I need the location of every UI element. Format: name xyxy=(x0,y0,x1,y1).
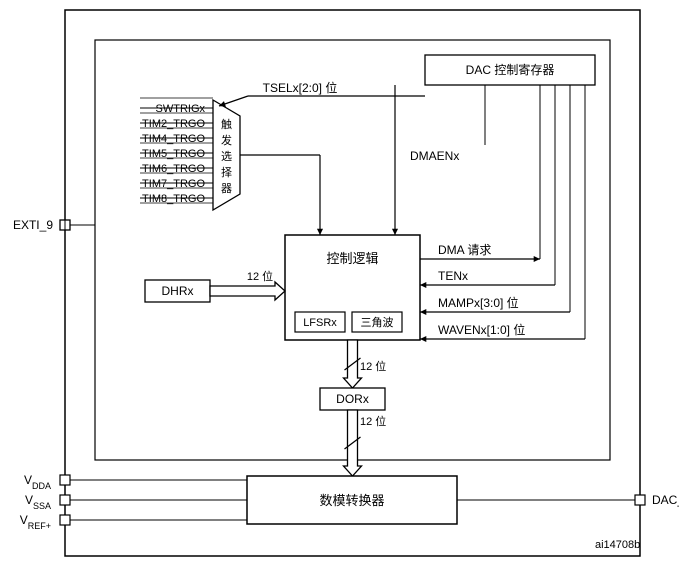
dac-outx-label: DAC_OUTx xyxy=(652,493,679,507)
dmaenx-label: DMAENx xyxy=(410,149,459,163)
power-pad-1 xyxy=(60,495,70,505)
mux-label-char: 择 xyxy=(221,165,232,179)
mux-label-char: 触 xyxy=(221,117,232,131)
dac-ctrl-reg-label: DAC 控制寄存器 xyxy=(466,62,555,77)
dac-outx-pad xyxy=(635,495,645,505)
sig-label-1: TENx xyxy=(438,269,468,283)
mux-label-char: 选 xyxy=(221,150,232,163)
mux-label-char: 发 xyxy=(221,133,232,147)
sig-label-2: MAMPx[3:0] 位 xyxy=(438,295,519,310)
figure-id: ai14708b xyxy=(595,539,640,551)
sig-label-3: WAVENx[1:0] 位 xyxy=(438,322,525,337)
power-pad-0 xyxy=(60,475,70,485)
tsel-label: TSELx[2:0] 位 xyxy=(263,80,338,95)
dac-converter-label: 数模转换器 xyxy=(319,493,384,508)
power-pad-2 xyxy=(60,515,70,525)
control-logic-label: 控制逻辑 xyxy=(326,251,378,266)
dhrx-label: DHRx xyxy=(162,284,194,298)
sig-label-0: DMA 请求 xyxy=(438,243,491,257)
exti9-label: EXTI_9 xyxy=(13,218,53,232)
bits12-dhrx: 12 位 xyxy=(247,269,273,283)
bits12-bot: 12 位 xyxy=(360,414,386,428)
dorx-label: DORx xyxy=(336,392,369,406)
lfsrx-label: LFSRx xyxy=(303,317,337,329)
mux-label-char: 器 xyxy=(221,182,232,195)
tri-label: 三角波 xyxy=(361,316,394,329)
bits12-top: 12 位 xyxy=(360,359,386,373)
